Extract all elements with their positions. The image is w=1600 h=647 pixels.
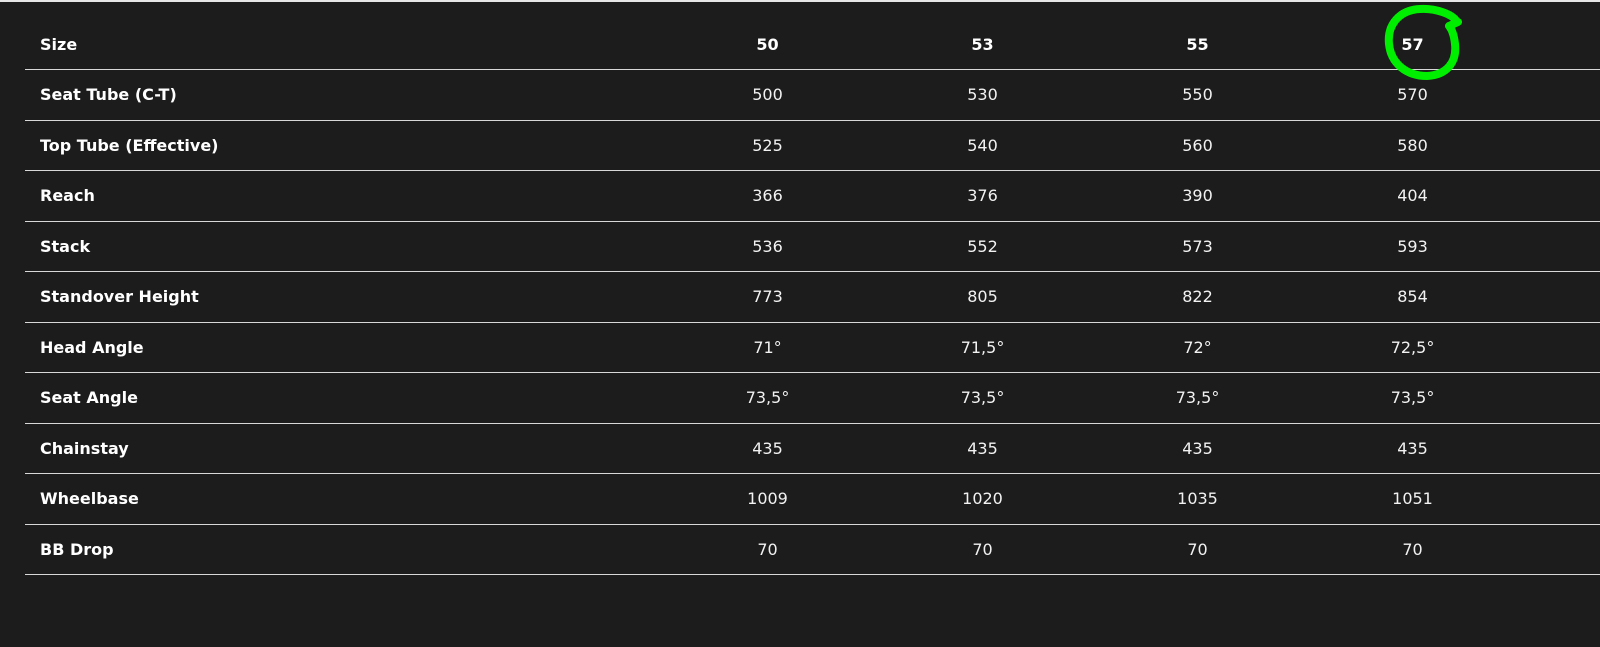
cell-value: 70	[1305, 524, 1520, 575]
row-label: Stack	[25, 221, 660, 272]
row-label: Chainstay	[25, 423, 660, 474]
cell-value: 773	[660, 271, 875, 323]
cell-value: 1020	[875, 473, 1090, 525]
cell-value: 1009	[660, 473, 875, 525]
cell-value: 73,5°	[875, 372, 1090, 424]
cell-value: 536	[660, 221, 875, 272]
cell-value: 550	[1090, 69, 1305, 121]
cell-value: 366	[660, 170, 875, 222]
cell-value: 570	[1305, 69, 1520, 121]
size-header: Size	[25, 19, 660, 70]
cell-value: 805	[875, 271, 1090, 323]
cell-value: 72°	[1090, 322, 1305, 373]
circle-stroke	[1384, 4, 1462, 80]
cell-value: 500	[660, 69, 875, 121]
cell-value: 435	[875, 423, 1090, 474]
cell-value: 390	[1090, 170, 1305, 222]
cell-value: 70	[875, 524, 1090, 575]
cell-value: 71,5°	[875, 322, 1090, 373]
cell-value: 73,5°	[1090, 372, 1305, 424]
cell-value: 1051	[1305, 473, 1520, 525]
cell-value: 1035	[1090, 473, 1305, 525]
cell-value: 70	[660, 524, 875, 575]
size-50-header: 50	[660, 19, 875, 70]
size-55-header: 55	[1090, 19, 1305, 70]
table-row: BB Drop 70 70 70 70	[25, 524, 1600, 575]
cell-value: 552	[875, 221, 1090, 272]
cell-value: 435	[1090, 423, 1305, 474]
table-row: Standover Height 773 805 822 854	[25, 271, 1600, 323]
table-row: Reach 366 376 390 404	[25, 170, 1600, 222]
table-row: Top Tube (Effective) 525 540 560 580	[25, 120, 1600, 171]
table-row: Seat Tube (C-T) 500 530 550 570	[25, 69, 1600, 121]
top-border	[0, 0, 1600, 2]
cell-value: 73,5°	[1305, 372, 1520, 424]
row-label: Seat Tube (C-T)	[25, 69, 660, 121]
highlight-circle-annotation	[1384, 4, 1462, 80]
cell-value: 530	[875, 69, 1090, 121]
row-label: Standover Height	[25, 271, 660, 323]
cell-value: 525	[660, 120, 875, 171]
table-row: Wheelbase 1009 1020 1035 1051	[25, 473, 1600, 525]
table-header-row: Size 50 53 55 57	[25, 19, 1600, 70]
cell-value: 573	[1090, 221, 1305, 272]
row-label: Wheelbase	[25, 473, 660, 525]
cell-value: 72,5°	[1305, 322, 1520, 373]
cell-value: 540	[875, 120, 1090, 171]
table-row: Stack 536 552 573 593	[25, 221, 1600, 272]
cell-value: 580	[1305, 120, 1520, 171]
table-row: Chainstay 435 435 435 435	[25, 423, 1600, 474]
cell-value: 822	[1090, 271, 1305, 323]
cell-value: 73,5°	[660, 372, 875, 424]
size-57-header: 57	[1305, 19, 1520, 70]
cell-value: 70	[1090, 524, 1305, 575]
row-label: Seat Angle	[25, 372, 660, 424]
cell-value: 593	[1305, 221, 1520, 272]
cell-value: 560	[1090, 120, 1305, 171]
table-row: Head Angle 71° 71,5° 72° 72,5°	[25, 322, 1600, 373]
cell-value: 376	[875, 170, 1090, 222]
row-label: Head Angle	[25, 322, 660, 373]
size-53-header: 53	[875, 19, 1090, 70]
cell-value: 71°	[660, 322, 875, 373]
row-label: Top Tube (Effective)	[25, 120, 660, 171]
row-label: Reach	[25, 170, 660, 222]
cell-value: 404	[1305, 170, 1520, 222]
row-label: BB Drop	[25, 524, 660, 575]
cell-value: 435	[660, 423, 875, 474]
cell-value: 854	[1305, 271, 1520, 323]
table-row: Seat Angle 73,5° 73,5° 73,5° 73,5°	[25, 372, 1600, 424]
geometry-table: Size 50 53 55 57 Seat Tube (C-T) 500 530 55…	[25, 19, 1600, 575]
cell-value: 435	[1305, 423, 1520, 474]
